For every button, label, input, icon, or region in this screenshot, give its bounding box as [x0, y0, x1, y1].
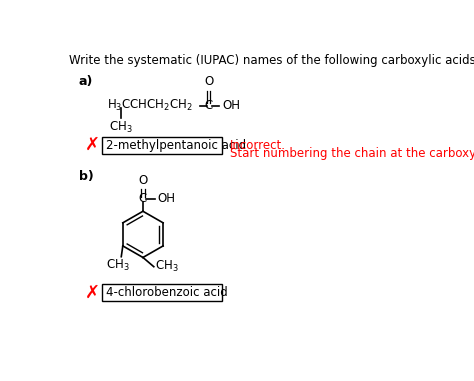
Text: CH$_3$: CH$_3$: [109, 120, 133, 135]
Text: CH$_3$: CH$_3$: [155, 259, 179, 274]
Text: ✗: ✗: [85, 136, 100, 154]
Text: 2-methylpentanoic acid: 2-methylpentanoic acid: [106, 139, 246, 152]
Text: Start numbering the chain at the carboxyl carb: Start numbering the chain at the carboxy…: [230, 147, 474, 160]
Text: Incorrect.: Incorrect.: [230, 139, 286, 152]
Text: 4-chlorobenzoic acid: 4-chlorobenzoic acid: [106, 287, 228, 299]
Text: Write the systematic (IUPAC) names of the following carboxylic acids.: Write the systematic (IUPAC) names of th…: [69, 54, 474, 67]
Bar: [102, 285, 222, 301]
Text: OH: OH: [157, 192, 175, 205]
Text: CH$_3$: CH$_3$: [106, 258, 129, 273]
Text: O: O: [204, 75, 213, 88]
Bar: [102, 136, 222, 154]
Text: C: C: [139, 192, 147, 205]
Text: ✗: ✗: [85, 284, 100, 302]
Text: O: O: [138, 174, 147, 187]
Text: a): a): [79, 75, 93, 88]
Text: b): b): [79, 170, 93, 184]
Text: C: C: [205, 99, 213, 112]
Text: H$_3$CCHCH$_2$CH$_2$: H$_3$CCHCH$_2$CH$_2$: [107, 98, 193, 113]
Text: OH: OH: [222, 99, 240, 112]
